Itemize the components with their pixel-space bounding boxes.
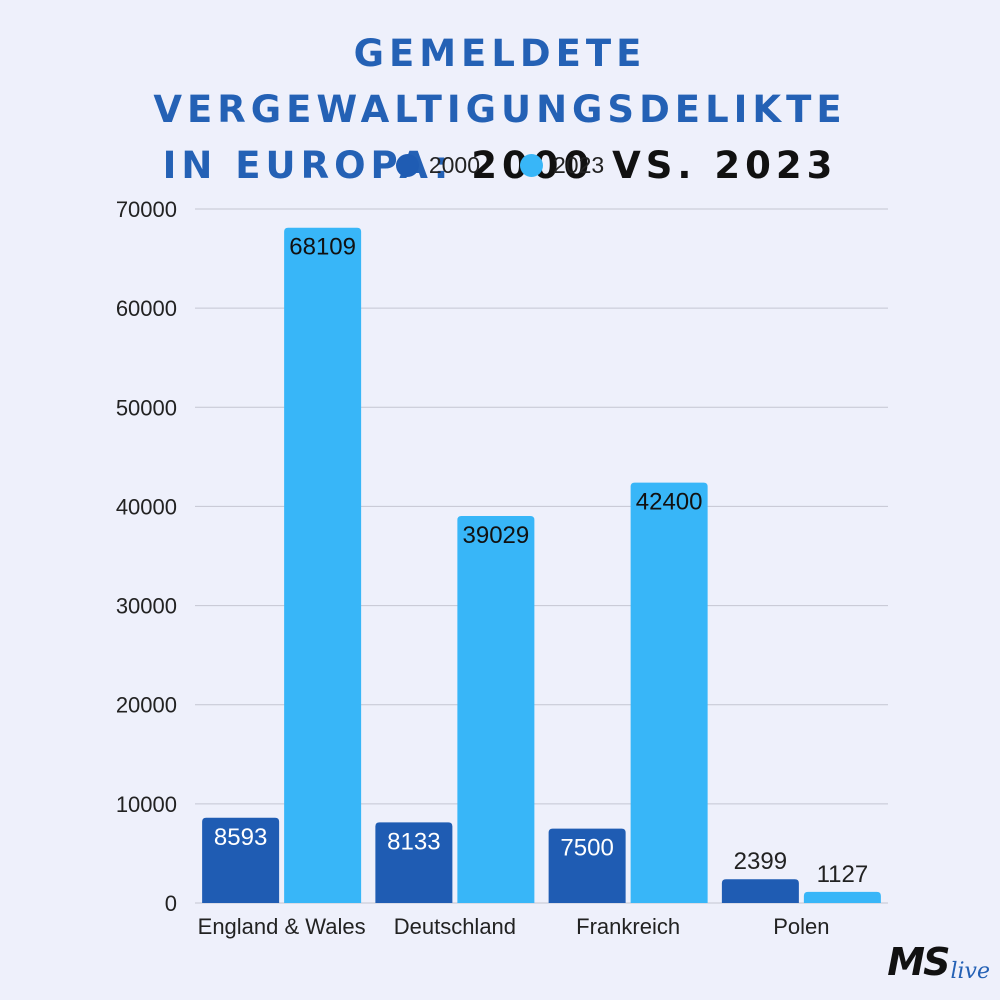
chart-title: GEMELDETE VERGEWALTIGUNGSDELIKTE IN EURO… — [0, 26, 1000, 194]
chart-legend: 2000 2023 — [0, 152, 1000, 179]
legend-item-series-2: 2023 — [520, 152, 604, 179]
data-label-3-0: 2399 — [734, 848, 787, 875]
bar-0-1 — [284, 227, 362, 903]
data-label-1-0: 8133 — [387, 828, 440, 855]
data-label-2-0: 7500 — [560, 835, 613, 862]
ms-live-logo: MS live — [887, 940, 990, 984]
data-label-3-1: 1127 — [817, 861, 869, 888]
bar-1-1 — [457, 516, 535, 903]
bar-0-0 — [202, 817, 280, 903]
bar-3-1 — [803, 891, 881, 903]
legend-label-series-1: 2000 — [428, 152, 480, 178]
y-tick-label-6: 60000 — [116, 296, 177, 321]
legend-swatch-series-2 — [520, 154, 543, 177]
legend-swatch-series-1 — [395, 154, 419, 177]
y-tick-label-5: 50000 — [116, 395, 177, 420]
data-label-1-1: 39029 — [463, 522, 530, 549]
y-tick-label-2: 20000 — [116, 693, 177, 718]
x-tick-label-0: England & Wales — [198, 914, 366, 939]
y-tick-label-3: 30000 — [116, 594, 177, 619]
x-tick-label-2: Frankreich — [576, 914, 680, 939]
y-tick-label-7: 70000 — [116, 197, 177, 222]
x-tick-label-1: Deutschland — [394, 914, 516, 939]
title-line-1: GEMELDETE VERGEWALTIGUNGSDELIKTE — [153, 32, 847, 131]
legend-item-series-1: 2000 — [395, 152, 480, 179]
logo-ms: MS — [887, 940, 950, 984]
legend-label-series-2: 2023 — [553, 152, 605, 178]
logo-live: live — [950, 959, 990, 984]
y-tick-label-1: 10000 — [116, 792, 177, 817]
bar-3-0 — [721, 879, 799, 903]
y-tick-label-0: 0 — [165, 891, 177, 916]
data-label-2-1: 42400 — [636, 489, 703, 516]
bar-2-0 — [548, 828, 626, 903]
bar-2-1 — [630, 482, 708, 903]
x-tick-label-3: Polen — [773, 914, 829, 939]
data-label-0-1: 68109 — [289, 234, 356, 261]
y-tick-label-4: 40000 — [116, 494, 177, 519]
data-label-0-0: 8593 — [214, 824, 267, 851]
bar-1-0 — [375, 822, 453, 903]
